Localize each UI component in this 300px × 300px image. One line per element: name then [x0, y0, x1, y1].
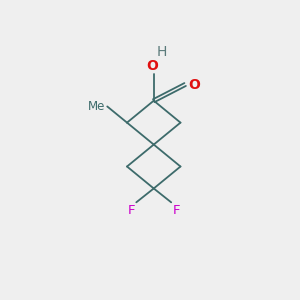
Text: F: F [172, 204, 180, 217]
Text: F: F [128, 204, 135, 217]
Text: O: O [147, 59, 158, 73]
Text: H: H [157, 45, 167, 59]
Text: Me: Me [88, 100, 105, 113]
Text: O: O [188, 77, 200, 92]
